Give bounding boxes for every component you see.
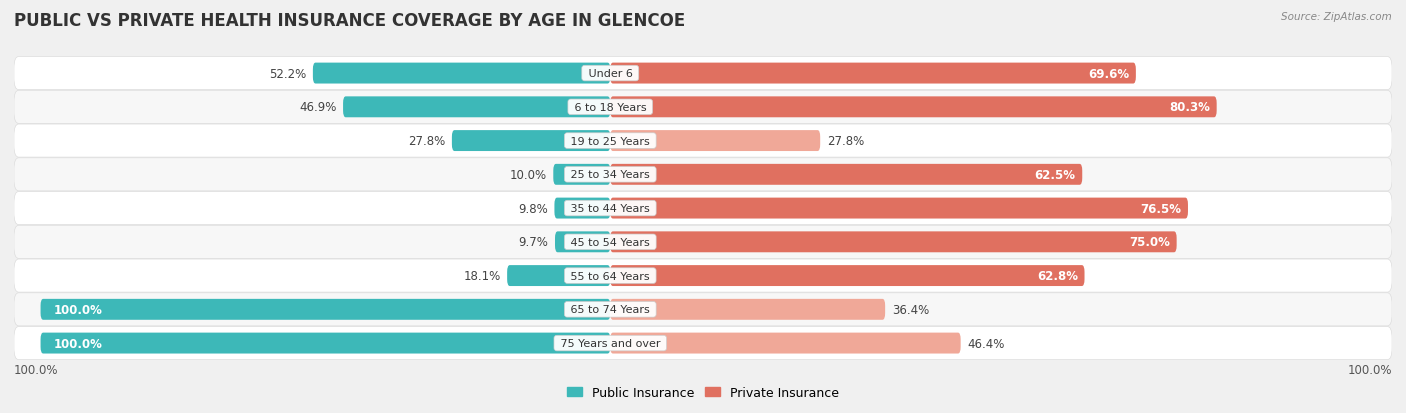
Text: 62.5%: 62.5% [1035, 169, 1076, 181]
FancyBboxPatch shape [555, 232, 610, 253]
Text: 80.3%: 80.3% [1170, 101, 1211, 114]
FancyBboxPatch shape [14, 159, 1392, 191]
FancyBboxPatch shape [610, 164, 1083, 185]
Text: 75 Years and over: 75 Years and over [557, 338, 664, 348]
FancyBboxPatch shape [343, 97, 610, 118]
FancyBboxPatch shape [451, 131, 610, 152]
Text: 100.0%: 100.0% [53, 337, 103, 350]
Text: 9.7%: 9.7% [519, 236, 548, 249]
FancyBboxPatch shape [610, 131, 820, 152]
Text: 100.0%: 100.0% [14, 363, 59, 376]
Text: 19 to 25 Years: 19 to 25 Years [567, 136, 654, 146]
Text: 69.6%: 69.6% [1088, 67, 1129, 81]
Text: PUBLIC VS PRIVATE HEALTH INSURANCE COVERAGE BY AGE IN GLENCOE: PUBLIC VS PRIVATE HEALTH INSURANCE COVER… [14, 12, 685, 30]
FancyBboxPatch shape [14, 293, 1392, 326]
FancyBboxPatch shape [14, 91, 1392, 124]
Text: 55 to 64 Years: 55 to 64 Years [567, 271, 654, 281]
FancyBboxPatch shape [14, 57, 1392, 90]
FancyBboxPatch shape [14, 125, 1392, 158]
Text: 100.0%: 100.0% [53, 303, 103, 316]
Text: 27.8%: 27.8% [827, 135, 865, 148]
Text: 76.5%: 76.5% [1140, 202, 1181, 215]
Text: 75.0%: 75.0% [1129, 236, 1170, 249]
Text: 52.2%: 52.2% [269, 67, 307, 81]
Text: 100.0%: 100.0% [1347, 363, 1392, 376]
FancyBboxPatch shape [610, 333, 960, 354]
FancyBboxPatch shape [41, 299, 610, 320]
FancyBboxPatch shape [610, 299, 886, 320]
FancyBboxPatch shape [610, 198, 1188, 219]
Text: 10.0%: 10.0% [509, 169, 547, 181]
Text: Under 6: Under 6 [585, 69, 636, 79]
Text: Source: ZipAtlas.com: Source: ZipAtlas.com [1281, 12, 1392, 22]
FancyBboxPatch shape [554, 198, 610, 219]
Text: 25 to 34 Years: 25 to 34 Years [567, 170, 654, 180]
Text: 45 to 54 Years: 45 to 54 Years [567, 237, 654, 247]
FancyBboxPatch shape [14, 226, 1392, 259]
Text: 65 to 74 Years: 65 to 74 Years [567, 304, 654, 315]
Legend: Public Insurance, Private Insurance: Public Insurance, Private Insurance [562, 381, 844, 404]
FancyBboxPatch shape [610, 266, 1084, 286]
Text: 46.9%: 46.9% [299, 101, 336, 114]
Text: 6 to 18 Years: 6 to 18 Years [571, 102, 650, 113]
FancyBboxPatch shape [610, 64, 1136, 84]
FancyBboxPatch shape [14, 259, 1392, 292]
Text: 35 to 44 Years: 35 to 44 Years [567, 204, 654, 214]
FancyBboxPatch shape [14, 192, 1392, 225]
Text: 9.8%: 9.8% [517, 202, 548, 215]
Text: 27.8%: 27.8% [408, 135, 446, 148]
FancyBboxPatch shape [610, 97, 1216, 118]
Text: 62.8%: 62.8% [1036, 269, 1078, 282]
FancyBboxPatch shape [508, 266, 610, 286]
Text: 18.1%: 18.1% [463, 269, 501, 282]
FancyBboxPatch shape [41, 333, 610, 354]
FancyBboxPatch shape [554, 164, 610, 185]
FancyBboxPatch shape [314, 64, 610, 84]
FancyBboxPatch shape [610, 232, 1177, 253]
Text: 36.4%: 36.4% [891, 303, 929, 316]
Text: 46.4%: 46.4% [967, 337, 1005, 350]
FancyBboxPatch shape [14, 327, 1392, 360]
